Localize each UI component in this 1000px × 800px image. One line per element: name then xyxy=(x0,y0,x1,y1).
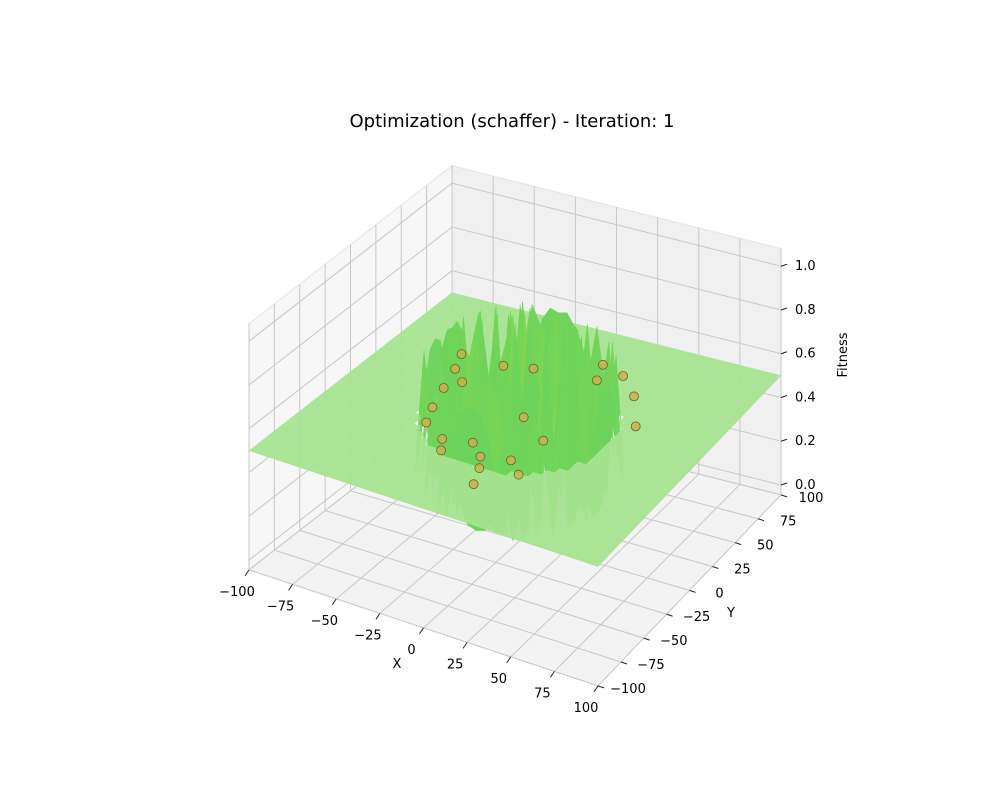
x-tick-label: 50 xyxy=(491,672,508,687)
y-tick-mark xyxy=(757,518,765,522)
y-tick-mark xyxy=(780,494,788,498)
particle-marker xyxy=(474,463,485,474)
particle-marker xyxy=(438,383,449,393)
fitness-surface xyxy=(248,292,782,567)
y-tick-label: 0 xyxy=(715,586,723,601)
y-tick-mark xyxy=(597,685,605,689)
x-tick-label: −100 xyxy=(219,585,255,600)
z-tick-mark xyxy=(780,438,788,442)
particle-marker xyxy=(592,375,602,386)
x-axis-label: X xyxy=(393,657,402,672)
axis-ticks: −100−75−50−250255075100−100−75−50−250255… xyxy=(219,259,823,716)
particle-markers xyxy=(421,349,641,490)
z-tick-label: 0.6 xyxy=(795,347,816,362)
x-tick-mark xyxy=(462,642,468,649)
z-tick-mark xyxy=(780,307,788,311)
y-tick-mark xyxy=(643,637,650,641)
z-tick-label: 0.8 xyxy=(795,303,816,318)
particle-marker xyxy=(437,434,448,444)
x-tick-mark xyxy=(244,569,250,577)
z-tick-mark xyxy=(780,263,788,267)
x-tick-label: −25 xyxy=(354,628,381,643)
particle-marker xyxy=(598,359,608,370)
y-tick-label: 50 xyxy=(757,539,774,554)
particle-marker xyxy=(468,479,479,490)
x-tick-label: 75 xyxy=(534,686,551,701)
grid-line xyxy=(248,182,782,342)
particle-marker xyxy=(518,412,529,423)
particle-marker xyxy=(421,417,432,428)
x-tick-mark xyxy=(288,584,294,591)
x-tick-mark xyxy=(593,685,599,693)
grid-line xyxy=(299,529,644,639)
z-tick-mark xyxy=(780,482,788,486)
y-tick-label: 25 xyxy=(734,563,751,578)
y-tick-label: −100 xyxy=(610,682,646,697)
particle-marker xyxy=(475,451,486,462)
z-tick-label: 1.0 xyxy=(795,259,816,274)
particle-marker xyxy=(427,402,438,413)
particle-marker xyxy=(456,349,467,360)
particle-marker xyxy=(629,391,639,402)
z-tick-label: 0.2 xyxy=(795,434,816,449)
particle-marker xyxy=(450,363,461,374)
particle-marker xyxy=(528,363,539,374)
x-tick-mark xyxy=(375,613,381,620)
particle-marker xyxy=(457,377,468,388)
y-tick-label: 100 xyxy=(799,491,824,506)
z-tick-mark xyxy=(780,351,788,355)
y-tick-mark xyxy=(666,613,673,617)
x-tick-label: −50 xyxy=(311,614,338,629)
x-tick-mark xyxy=(331,598,337,606)
y-tick-label: −75 xyxy=(637,658,664,673)
x-tick-mark xyxy=(419,627,424,635)
grid-line xyxy=(248,226,782,386)
particle-marker xyxy=(513,469,524,480)
surface-patch xyxy=(588,558,603,567)
grid-line xyxy=(274,549,622,663)
y-tick-label: 75 xyxy=(780,515,797,530)
y-tick-mark xyxy=(689,589,696,593)
particle-marker xyxy=(618,371,628,381)
grid-line xyxy=(248,270,782,430)
y-tick-label: −25 xyxy=(683,610,710,625)
x-tick-label: 0 xyxy=(407,643,415,658)
grid-line xyxy=(324,510,667,615)
z-axis-label: Fitness xyxy=(836,332,851,377)
x-tick-label: 25 xyxy=(447,657,464,672)
y-tick-mark xyxy=(712,565,719,569)
x-tick-mark xyxy=(506,656,512,664)
z-tick-label: 0.4 xyxy=(795,391,816,406)
x-tick-mark xyxy=(549,671,555,678)
particle-marker xyxy=(538,435,549,446)
particle-marker xyxy=(467,437,478,448)
z-tick-label: 0.0 xyxy=(795,478,816,493)
x-tick-label: 100 xyxy=(574,701,599,716)
y-axis-label: Y xyxy=(726,606,735,621)
particle-marker xyxy=(498,360,509,371)
particle-marker xyxy=(505,455,516,466)
y-tick-label: −50 xyxy=(660,634,687,649)
x-tick-label: −75 xyxy=(267,599,294,614)
z-tick-mark xyxy=(780,395,788,398)
y-tick-mark xyxy=(620,661,628,665)
particle-marker xyxy=(436,445,447,456)
particle-marker xyxy=(630,421,641,432)
y-tick-mark xyxy=(735,542,742,546)
chart-title: Optimization (schaffer) - Iteration: 1 xyxy=(349,111,674,132)
